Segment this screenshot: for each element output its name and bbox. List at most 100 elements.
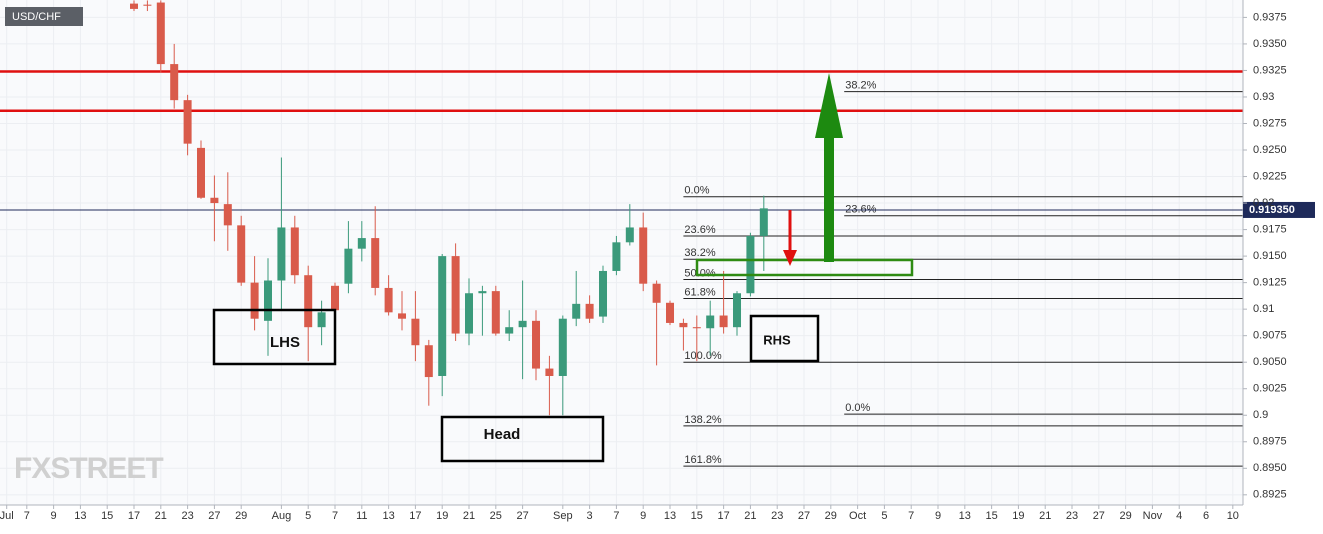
- x-tick-label: 5: [881, 510, 887, 522]
- last-price-badge: [1243, 201, 1315, 218]
- x-tick-label: 4: [1176, 510, 1182, 522]
- x-tick-label: 17: [409, 510, 421, 522]
- x-tick-label: Oct: [849, 510, 866, 522]
- x-tick-label: 23: [771, 510, 783, 522]
- y-tick-label: 0.91: [1253, 303, 1274, 315]
- y-tick-label: 0.9175: [1253, 223, 1287, 235]
- fib-label: 38.2%: [845, 80, 876, 92]
- x-tick-label: 7: [613, 510, 619, 522]
- candle-body: [625, 227, 634, 243]
- candle-body: [719, 315, 728, 328]
- x-tick-label: 25: [490, 510, 502, 522]
- candle-body: [451, 256, 460, 334]
- x-tick-label: 29: [235, 510, 247, 522]
- y-tick-label: 0.9225: [1253, 170, 1287, 182]
- x-tick-label: 6: [1203, 510, 1209, 522]
- x-tick-label: Jul: [0, 510, 14, 522]
- candle-body: [371, 238, 380, 288]
- candle-body: [424, 345, 433, 378]
- fib-label: 23.6%: [684, 224, 715, 236]
- candle-body: [692, 327, 701, 329]
- candle-body: [411, 318, 420, 346]
- symbol: USD/CHF: [12, 11, 61, 23]
- candle-body: [491, 291, 500, 334]
- y-tick-label: 0.9350: [1253, 38, 1287, 50]
- candle-body: [237, 225, 246, 283]
- x-tick-label: 7: [24, 510, 30, 522]
- y-tick-label: 0.9275: [1253, 117, 1287, 129]
- last-price-label: 0.919350: [1249, 204, 1295, 216]
- x-tick-label: 9: [935, 510, 941, 522]
- candle-body: [465, 293, 474, 334]
- fib-label: 50.0%: [684, 267, 715, 279]
- fib-label: 0.0%: [845, 402, 870, 414]
- candle-body: [250, 282, 259, 319]
- y-tick-label: 0.9325: [1253, 64, 1287, 76]
- x-tick-label: 9: [51, 510, 57, 522]
- x-tick-label: 19: [1012, 510, 1024, 522]
- x-tick-label: Aug: [272, 510, 292, 522]
- y-tick-label: 0.9125: [1253, 277, 1287, 289]
- candle-body: [183, 100, 192, 144]
- fib-label: 61.8%: [684, 286, 715, 298]
- watermark: FXSTREET: [14, 452, 163, 485]
- x-tick-label: 13: [959, 510, 971, 522]
- candle-body: [532, 320, 541, 369]
- candle-body: [572, 303, 581, 319]
- x-tick-label: 21: [155, 510, 167, 522]
- price-label-group: 0.919350: [1243, 201, 1315, 218]
- fib-label: 38.2%: [684, 247, 715, 259]
- x-tick-label: 13: [382, 510, 394, 522]
- x-tick-label: 21: [1039, 510, 1051, 522]
- candle-body: [384, 287, 393, 313]
- lhs-box: [212, 308, 337, 366]
- x-tick-label: 3: [587, 510, 593, 522]
- candle-body: [277, 227, 286, 281]
- candle-body: [290, 227, 299, 276]
- candle-body: [706, 315, 715, 329]
- y-tick-label: 0.9075: [1253, 330, 1287, 342]
- candle-body: [518, 320, 527, 328]
- candle-body: [612, 242, 621, 271]
- candle-body: [264, 280, 273, 321]
- candle-body: [652, 283, 661, 303]
- x-tick-label: 11: [356, 510, 367, 522]
- x-tick-label: 15: [101, 510, 113, 522]
- y-tick-label: 0.9250: [1253, 144, 1287, 156]
- candle-body: [438, 256, 447, 376]
- candle-body: [344, 248, 353, 284]
- x-tick-label: Sep: [553, 510, 573, 522]
- y-tick-label: 0.9050: [1253, 356, 1287, 368]
- fib-label: 161.8%: [684, 454, 722, 466]
- x-tick-label: 19: [436, 510, 448, 522]
- x-tick-label: 27: [798, 510, 810, 522]
- x-tick-label: 29: [825, 510, 837, 522]
- up-arrow-head: [815, 73, 843, 138]
- x-tick-label: 21: [463, 510, 475, 522]
- candle-body: [223, 204, 232, 226]
- x-tick-label: 9: [640, 510, 646, 522]
- y-tick-label: 0.9375: [1253, 11, 1287, 23]
- fib-label: 138.2%: [684, 414, 722, 426]
- candle-body: [585, 303, 594, 319]
- y-tick-label: 0.8925: [1253, 489, 1287, 501]
- x-tick-label: 23: [181, 510, 193, 522]
- candle-body: [599, 270, 608, 317]
- candle-body: [733, 293, 742, 328]
- y-tick-label: 0.8975: [1253, 436, 1287, 448]
- rhs-label: RHS: [763, 332, 791, 347]
- candle-body: [170, 64, 179, 101]
- candle-body: [357, 238, 366, 249]
- symbol-badge: [5, 7, 83, 26]
- candle-body: [558, 318, 567, 376]
- x-tick-label: Nov: [1143, 510, 1163, 522]
- candle-body: [746, 235, 755, 294]
- candle-body: [679, 322, 688, 328]
- x-tick-label: 13: [664, 510, 676, 522]
- candle-body: [304, 275, 313, 328]
- y-tick-label: 0.8950: [1253, 462, 1287, 474]
- candle-body: [317, 312, 326, 328]
- up-arrow-shaft: [824, 136, 834, 262]
- x-tick-label: 27: [516, 510, 528, 522]
